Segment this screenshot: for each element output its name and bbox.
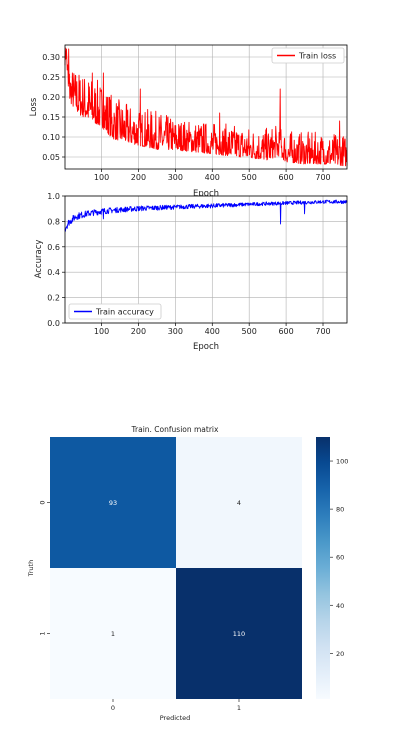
x-tick-label: 700 bbox=[315, 173, 330, 182]
confusion-matrix-x-label: Predicted bbox=[160, 714, 191, 722]
x-tick-label: 200 bbox=[131, 173, 146, 182]
accuracy-frame bbox=[64, 195, 348, 324]
colorbar: 20 40 60 80 100 bbox=[316, 437, 348, 699]
series-line bbox=[64, 47, 348, 167]
y-tick-label: 0.25 bbox=[42, 73, 60, 82]
y-tick-label: 0.20 bbox=[42, 93, 60, 102]
confusion-cell bbox=[50, 437, 176, 568]
accuracy-x-label: Epoch bbox=[193, 342, 219, 352]
y-tick-label: 0.30 bbox=[42, 53, 60, 62]
confusion-matrix: Train. Confusion matrix 93 4 1 110 0 1 0 1 Pre… bbox=[27, 425, 348, 722]
x-tick-label: 700 bbox=[315, 327, 330, 336]
accuracy-chart: 100 200 300 400 500 600 700 0.0 0.2 0.4 0.6 0.8 1.0… bbox=[34, 192, 348, 352]
accuracy-legend-label: Train accuracy bbox=[95, 308, 154, 317]
x-tick-label: 600 bbox=[278, 173, 293, 182]
y-tick-label: 0.6 bbox=[47, 243, 60, 252]
x-tick-label: 0 bbox=[111, 704, 115, 712]
y-tick-label: 0.15 bbox=[42, 113, 60, 122]
y-tick-label: 0.0 bbox=[47, 319, 60, 328]
confusion-matrix-ticks: 0 1 0 1 bbox=[39, 500, 242, 712]
loss-grid bbox=[65, 45, 347, 169]
colorbar-tick-label: 80 bbox=[336, 506, 344, 514]
y-tick-label: 0.8 bbox=[47, 217, 60, 226]
confusion-matrix-cells: 93 4 1 110 bbox=[50, 437, 302, 699]
x-tick-label: 200 bbox=[131, 327, 146, 336]
x-tick-label: 100 bbox=[94, 173, 109, 182]
colorbar-tick-label: 100 bbox=[336, 458, 348, 466]
accuracy-x-ticks: 100 200 300 400 500 600 700 bbox=[94, 323, 331, 336]
x-tick-label: 100 bbox=[94, 327, 109, 336]
x-tick-label: 400 bbox=[205, 327, 220, 336]
loss-y-ticks: 0.05 0.10 0.15 0.20 0.25 0.30 bbox=[42, 53, 65, 162]
confusion-cell-value: 110 bbox=[233, 630, 245, 638]
loss-x-label: Epoch bbox=[193, 189, 219, 199]
confusion-matrix-y-label: Truth bbox=[27, 560, 35, 577]
accuracy-y-ticks: 0.0 0.2 0.4 0.6 0.8 1.0 bbox=[47, 192, 65, 328]
x-tick-label: 600 bbox=[278, 327, 293, 336]
confusion-cell bbox=[176, 568, 302, 699]
y-tick-label: 0.2 bbox=[47, 294, 60, 303]
confusion-cell-value: 93 bbox=[109, 499, 117, 507]
loss-series bbox=[64, 47, 348, 167]
accuracy-legend-box bbox=[68, 303, 162, 320]
colorbar-gradient bbox=[316, 437, 330, 699]
colorbar-tick-label: 60 bbox=[336, 554, 344, 562]
x-tick-label: 1 bbox=[237, 704, 241, 712]
x-tick-label: 500 bbox=[242, 173, 257, 182]
loss-x-ticks: 100 200 300 400 500 600 700 bbox=[94, 169, 331, 182]
confusion-cell bbox=[176, 437, 302, 568]
y-tick-label: 0.10 bbox=[42, 133, 60, 142]
accuracy-series bbox=[64, 199, 348, 232]
series-line bbox=[64, 199, 348, 232]
accuracy-legend: Train accuracy bbox=[68, 303, 162, 320]
colorbar-tick-label: 20 bbox=[336, 650, 344, 658]
x-tick-label: 400 bbox=[205, 173, 220, 182]
x-tick-label: 300 bbox=[168, 173, 183, 182]
loss-legend: Train loss bbox=[271, 47, 345, 64]
y-tick-label: 1 bbox=[39, 631, 47, 635]
confusion-matrix-title: Train. Confusion matrix bbox=[131, 425, 219, 434]
colorbar-tick-label: 40 bbox=[336, 602, 344, 610]
confusion-cell-value: 1 bbox=[111, 630, 115, 638]
accuracy-y-label: Accuracy bbox=[34, 240, 44, 279]
loss-y-label: Loss bbox=[29, 97, 39, 116]
x-tick-label: 300 bbox=[168, 327, 183, 336]
x-tick-label: 500 bbox=[242, 327, 257, 336]
loss-chart: 100 200 300 400 500 600 700 0.050.100.150.200.… bbox=[29, 44, 348, 199]
confusion-cell-value: 4 bbox=[237, 499, 241, 507]
y-tick-label: 0 bbox=[39, 500, 47, 504]
y-tick-label: 0.4 bbox=[47, 268, 60, 277]
loss-frame bbox=[64, 44, 348, 170]
loss-legend-label: Train loss bbox=[298, 52, 336, 61]
y-tick-label: 1.0 bbox=[47, 192, 60, 201]
accuracy-plot-area bbox=[65, 196, 347, 323]
y-tick-label: 0.05 bbox=[42, 153, 60, 162]
loss-legend-box bbox=[271, 47, 345, 64]
confusion-cell bbox=[50, 568, 176, 699]
